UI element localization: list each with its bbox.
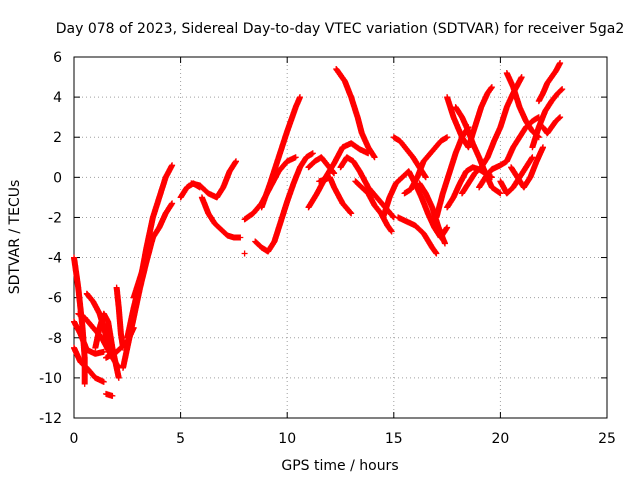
y-tick-label: 2	[53, 130, 62, 146]
data-track	[120, 200, 176, 371]
data-track	[540, 114, 564, 137]
data-track	[113, 284, 126, 351]
y-tick-label: -10	[39, 371, 62, 387]
data-track	[241, 250, 248, 257]
data-track	[103, 390, 116, 399]
data-track	[71, 318, 107, 357]
x-ticks: 0 5 10 15 20 25	[70, 57, 616, 447]
data-track	[71, 344, 107, 385]
data-track	[188, 158, 239, 201]
y-tick-label: 4	[53, 90, 62, 106]
data-track	[130, 234, 156, 301]
plot-frame	[73, 56, 608, 419]
data-track	[395, 214, 440, 257]
data-track	[258, 94, 303, 211]
y-axis-label: SDTVAR / TECUs	[7, 180, 23, 295]
y-tick-label: 6	[53, 50, 62, 66]
x-tick-label: 5	[176, 431, 185, 447]
x-tick-label: 10	[278, 431, 296, 447]
x-axis-label: GPS time / hours	[281, 458, 398, 474]
y-tick-label: -2	[48, 210, 62, 226]
data-track	[316, 174, 355, 217]
chart-title: Day 078 of 2023, Sidereal Day-to-day VTE…	[56, 21, 625, 37]
y-tick-label: -4	[48, 251, 62, 267]
x-tick-label: 20	[491, 431, 509, 447]
data-track	[401, 134, 451, 197]
data-track	[252, 150, 316, 255]
data-points	[71, 60, 566, 399]
y-ticks: -12 -10 -8 -6 -4 -2 0 2 4 6	[39, 50, 607, 427]
x-tick-label: 0	[70, 431, 79, 447]
y-tick-label: -6	[48, 291, 62, 307]
data-track	[198, 194, 244, 241]
data-track	[92, 310, 122, 381]
y-tick-label: -12	[39, 411, 62, 427]
data-track	[476, 114, 542, 191]
data-track	[444, 84, 495, 151]
data-track	[529, 86, 566, 151]
data-track	[508, 144, 546, 191]
x-tick-label: 15	[385, 431, 403, 447]
data-track	[333, 66, 378, 161]
data-track	[503, 70, 542, 141]
x-tick-label: 25	[598, 431, 616, 447]
data-track	[535, 60, 564, 105]
y-tick-label: 0	[53, 170, 62, 186]
y-tick-label: -8	[48, 331, 62, 347]
